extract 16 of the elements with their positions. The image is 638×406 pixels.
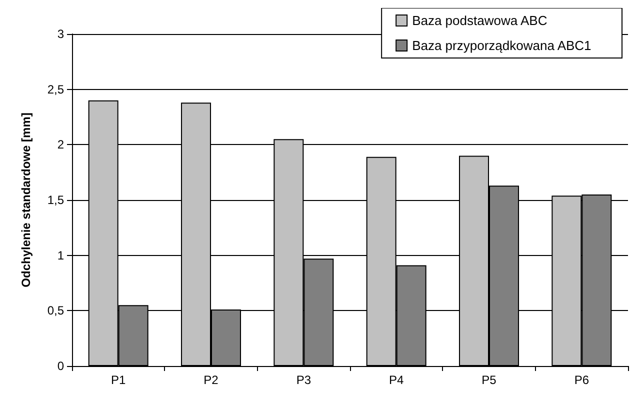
x-tick-label: P6 [574,373,590,387]
x-tick-label: P2 [204,373,219,387]
y-tick-label: 2 [57,138,64,152]
y-tick-label: 0 [57,359,64,373]
y-tick-label: 1 [57,248,64,262]
legend-label: Baza podstawowa ABC [412,13,548,28]
x-tick-label: P4 [388,373,404,387]
y-tick-label: 0,5 [47,304,64,318]
y-axis-title: Odchylenie standardowe [mm] [19,112,33,288]
x-tick-label: P3 [296,373,312,387]
y-tick-label: 2,5 [47,82,64,96]
x-tick-label: P1 [110,373,126,387]
y-tick-label: 1,5 [47,193,64,207]
y-tick-label: 3 [57,27,64,41]
legend-label: Baza przyporządkowana ABC1 [412,38,592,53]
x-tick-label: P5 [482,373,497,387]
